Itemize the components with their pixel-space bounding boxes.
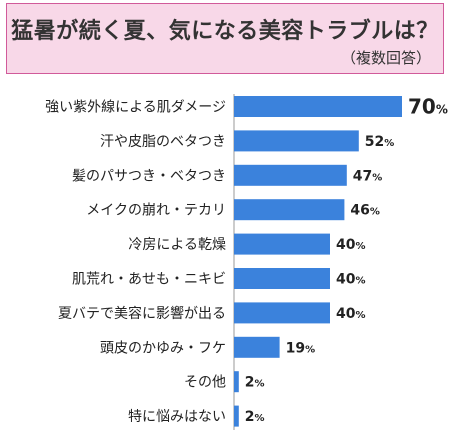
value-label: 46%	[350, 203, 380, 219]
bar	[234, 130, 359, 152]
category-label: 髪のパサつき・ベタつき	[72, 168, 226, 184]
category-label: 肌荒れ・あせも・ニキビ	[72, 272, 226, 288]
bar	[234, 336, 280, 358]
bar	[234, 199, 345, 221]
value-label: 19%	[286, 340, 316, 356]
category-label: 特に悩みはない	[128, 409, 226, 425]
value-label: 40%	[336, 237, 366, 253]
category-label: 夏バテで美容に影響が出る	[58, 305, 226, 322]
bar	[234, 233, 330, 255]
category-label: 冷房による乾燥	[128, 237, 226, 253]
value-label: 52%	[365, 134, 395, 150]
bar	[234, 164, 347, 186]
value-label: 2%	[245, 409, 265, 425]
chart-title-box: 猛暑が続く夏、気になる美容トラブルは？ （複数回答）	[6, 3, 444, 74]
chart-title: 猛暑が続く夏、気になる美容トラブルは？	[11, 19, 439, 44]
bar-group: 強い紫外線による肌ダメージ 70% 汗や皮脂のベタつき 52% 髪のパサつき・ベタつき 4…	[45, 95, 448, 427]
bar	[234, 96, 402, 117]
bar	[234, 405, 239, 427]
value-label: 47%	[353, 168, 383, 184]
bar	[234, 268, 330, 289]
category-label: 汗や皮脂のベタつき	[100, 134, 226, 150]
category-label: 頭皮のかゆみ・フケ	[100, 340, 226, 356]
bar	[234, 302, 330, 324]
category-label: 強い紫外線による肌ダメージ	[45, 100, 226, 116]
value-label: 40%	[336, 272, 366, 288]
chart-subtitle: （複数回答）	[340, 49, 431, 67]
value-label: 2%	[245, 375, 265, 391]
value-label: 40%	[336, 306, 366, 322]
value-label: 70%	[408, 95, 448, 119]
category-label: メイクの崩れ・テカリ	[86, 203, 226, 219]
category-label: その他	[184, 375, 226, 391]
bar	[234, 371, 239, 393]
